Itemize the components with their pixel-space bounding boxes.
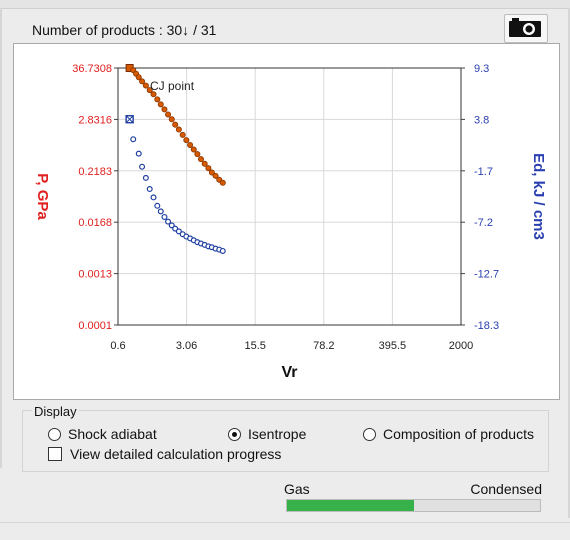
checkbox-box[interactable] <box>48 447 62 461</box>
radio-isentrope-dot[interactable] <box>228 427 241 441</box>
camera-icon <box>509 18 541 37</box>
pressure-point <box>161 106 168 113</box>
energy-point <box>135 150 142 157</box>
left-y-tick-label: 2.8316 <box>78 114 112 126</box>
gas-label: Gas <box>284 481 310 497</box>
energy-point <box>146 186 153 193</box>
top-toolbar <box>0 0 570 9</box>
pressure-point <box>219 179 226 186</box>
right-y-tick-label: -18.3 <box>474 320 499 332</box>
energy-point <box>150 194 157 201</box>
pressure-point <box>201 160 208 167</box>
left-y-tick-label: 0.2183 <box>78 166 112 178</box>
right-y-tick-label: -7.2 <box>474 217 493 229</box>
pressure-point <box>157 101 164 108</box>
right-edge <box>568 8 570 518</box>
radio-isentrope[interactable]: Isentrope <box>228 426 306 442</box>
left-y-tick-label: 36.7308 <box>72 63 112 75</box>
snapshot-button[interactable] <box>504 14 548 43</box>
detailed-progress-checkbox[interactable]: View detailed calculation progress <box>48 446 281 462</box>
gas-fraction-fill <box>287 500 414 511</box>
chart-svg: 0.6 3.06 15.5 78.2 395.5 2000 36.7308 9.3 2.8316… <box>34 63 547 381</box>
pressure-point <box>190 146 197 153</box>
energy-point <box>219 247 226 254</box>
plot-frame <box>117 67 462 326</box>
x-tick-label: 0.6 <box>110 340 125 352</box>
right-y-axis-title: Ed, kJ / cm3 <box>530 153 547 240</box>
phase-ratio-bar <box>286 499 541 512</box>
pressure-point <box>150 91 157 98</box>
right-y-tick-label: -1.7 <box>474 166 493 178</box>
pressure-point <box>168 116 175 123</box>
pressure-point <box>172 121 179 128</box>
cj-point-annotation: CJ point <box>150 79 195 93</box>
energy-point <box>157 208 164 215</box>
radio-shock-adiabat[interactable]: Shock adiabat <box>48 426 157 442</box>
x-tick-label: 395.5 <box>379 340 407 352</box>
pressure-point <box>187 142 194 149</box>
pressure-point <box>139 78 146 85</box>
radio-composition-label: Composition of products <box>383 426 534 442</box>
energy-point <box>161 213 168 220</box>
left-edge <box>0 8 2 468</box>
right-y-tick-label: 3.8 <box>474 114 489 126</box>
pressure-point <box>175 126 182 133</box>
condensed-label: Condensed <box>470 481 542 497</box>
left-y-tick-label: 0.0013 <box>78 269 112 281</box>
chart-panel: 0.6 3.06 15.5 78.2 395.5 2000 36.7308 9.3 2.8316… <box>13 43 560 400</box>
pressure-point <box>197 156 204 163</box>
pressure-point <box>142 82 149 89</box>
x-tick-label: 15.5 <box>244 340 265 352</box>
display-group <box>22 410 549 472</box>
energy-point <box>139 163 146 170</box>
pressure-point <box>179 131 186 138</box>
display-group-title: Display <box>32 404 79 419</box>
bottom-divider <box>0 522 570 523</box>
right-y-tick-label: -12.7 <box>474 269 499 281</box>
radio-shock-adiabat-label: Shock adiabat <box>68 426 157 442</box>
x-tick-label: 78.2 <box>313 340 334 352</box>
energy-point <box>168 222 175 229</box>
energy-point-cj-cross <box>126 115 133 123</box>
energy-point <box>142 174 149 181</box>
right-y-tick-label: 9.3 <box>474 63 489 75</box>
pressure-point <box>212 172 219 179</box>
radio-composition-dot[interactable] <box>363 427 376 441</box>
left-y-tick-label: 0.0001 <box>78 320 112 332</box>
products-count-label: Number of products : 30↓ / 31 <box>32 22 217 38</box>
pressure-point <box>208 169 215 176</box>
x-axis-title: Vr <box>281 364 297 381</box>
energy-point <box>154 202 161 209</box>
pressure-point <box>183 137 190 144</box>
radio-composition[interactable]: Composition of products <box>363 426 534 442</box>
left-y-tick-label: 0.0168 <box>78 217 112 229</box>
x-tick-label: 3.06 <box>176 340 197 352</box>
energy-point <box>130 136 137 143</box>
pressure-point <box>165 111 172 118</box>
left-y-axis-title: P, GPa <box>34 173 51 220</box>
radio-shock-adiabat-dot[interactable] <box>48 427 61 441</box>
energy-point <box>165 218 172 225</box>
radio-isentrope-label: Isentrope <box>248 426 307 442</box>
pressure-point <box>154 96 161 103</box>
x-tick-label: 2000 <box>449 340 473 352</box>
pressure-point <box>194 151 201 158</box>
detailed-progress-label: View detailed calculation progress <box>70 446 282 462</box>
pressure-point <box>135 74 142 81</box>
energy-point <box>175 228 182 235</box>
pressure-point <box>205 165 212 172</box>
pressure-point <box>146 87 153 94</box>
